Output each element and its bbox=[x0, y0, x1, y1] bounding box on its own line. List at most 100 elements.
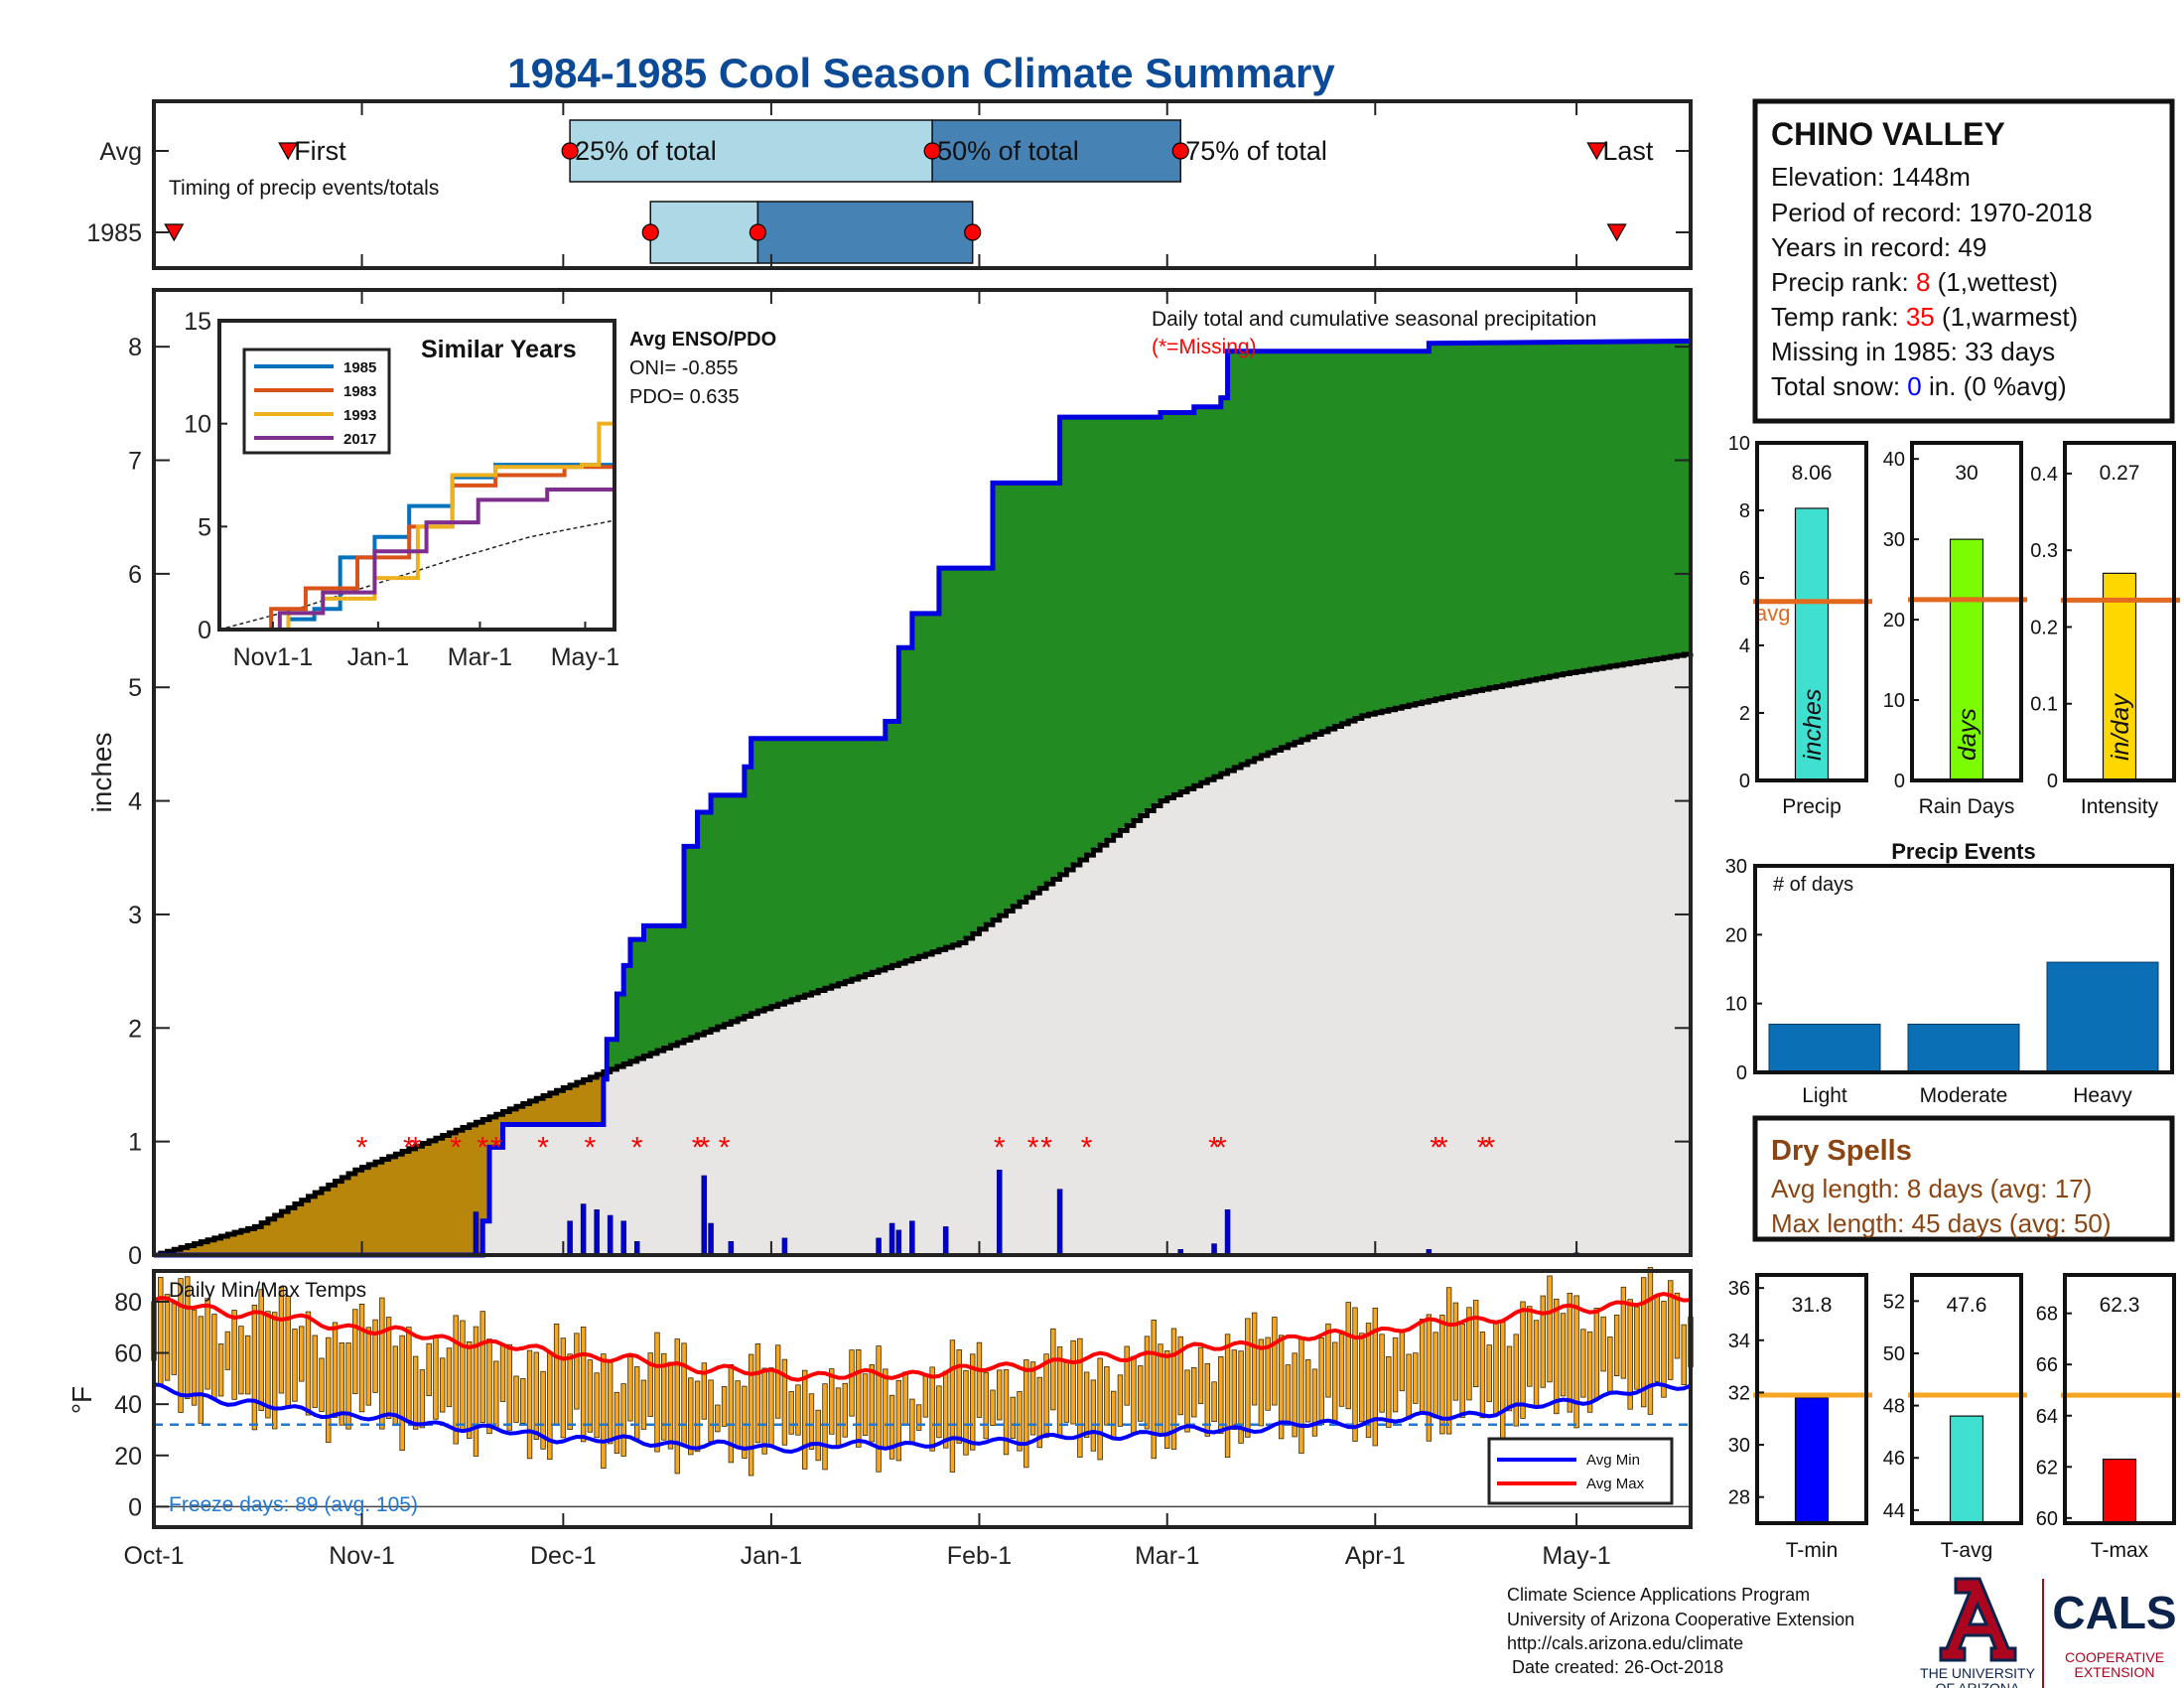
station-info-box: CHINO VALLEY Elevation: 1448m Period of … bbox=[1752, 98, 2175, 424]
mini-chart-t-avg: 47.6 44 46 48 50 52 T-avg bbox=[1883, 1273, 2027, 1562]
event-bar-moderate bbox=[1907, 1023, 2020, 1073]
events-ylabel: # of days bbox=[1773, 874, 1853, 896]
cals-wordmark: CALS bbox=[2052, 1587, 2176, 1638]
daily-temp-bar bbox=[1285, 1364, 1292, 1423]
mini-chart-t-min: 31.8 28 30 32 34 36 T-min bbox=[1728, 1273, 1872, 1562]
daily-temp-bar bbox=[185, 1276, 191, 1399]
timing-subtitle: Timing of precip events/totals bbox=[169, 177, 439, 200]
mini-ytick-label: 0.1 bbox=[2030, 694, 2058, 716]
daily-temp-bar bbox=[1278, 1335, 1285, 1440]
daily-temp-bar bbox=[936, 1385, 942, 1439]
daily-temp-bar bbox=[1399, 1329, 1406, 1392]
daily-temp-bar bbox=[1117, 1374, 1124, 1427]
daily-temp-bar bbox=[1459, 1324, 1465, 1418]
temps-ytick-label: 0 bbox=[128, 1493, 142, 1521]
mini-value-label: 47.6 bbox=[1947, 1294, 1987, 1317]
daily-temp-bar bbox=[1567, 1293, 1573, 1413]
daily-temp-bar bbox=[997, 1369, 1003, 1421]
mini-ytick-label: 30 bbox=[1883, 529, 1905, 551]
daily-temp-bar bbox=[1634, 1306, 1640, 1390]
daily-temp-bar bbox=[580, 1327, 587, 1443]
daily-temp-bar bbox=[1620, 1286, 1627, 1379]
figure-title: 1984-1985 Cool Season Climate Summary bbox=[507, 50, 1335, 96]
temp-rank-suffix: (1,warmest) bbox=[1935, 302, 2078, 332]
events-ytick-label: 10 bbox=[1725, 994, 1747, 1016]
daily-temp-bar bbox=[224, 1331, 231, 1370]
enso-title: Avg ENSO/PDO bbox=[629, 329, 776, 351]
daily-temp-bar bbox=[1379, 1334, 1385, 1413]
mini-ytick-label: 52 bbox=[1883, 1291, 1905, 1313]
daily-temp-bar bbox=[1647, 1267, 1654, 1415]
daily-temp-bar bbox=[1573, 1295, 1579, 1429]
daily-temp-bar bbox=[835, 1387, 842, 1449]
daily-temp-bar bbox=[513, 1375, 519, 1423]
daily-temp-bar bbox=[1144, 1336, 1151, 1430]
daily-temp-bar bbox=[754, 1343, 761, 1444]
temps-title: Daily Min/Max Temps bbox=[169, 1279, 366, 1302]
mini-ytick-label: 44 bbox=[1883, 1500, 1905, 1522]
timing-panel: Avg 1985 Timing of precip events/totals … bbox=[86, 99, 1693, 270]
daily-temp-bar bbox=[742, 1385, 748, 1459]
credit-line-1: Climate Science Applications Program bbox=[1507, 1585, 1810, 1605]
daily-temp-bar bbox=[667, 1361, 674, 1450]
daily-temp-bar bbox=[1547, 1275, 1553, 1383]
daily-temp-bar bbox=[627, 1356, 633, 1422]
inset-xtick-label: Jan-1 bbox=[347, 643, 410, 671]
temps-ytick-label: 20 bbox=[114, 1443, 142, 1471]
daily-temp-bar bbox=[647, 1352, 653, 1417]
daily-temp-bar bbox=[1097, 1357, 1103, 1461]
daily-precip-bar bbox=[607, 1214, 614, 1256]
daily-temp-bar bbox=[942, 1370, 949, 1449]
daily-temp-bar bbox=[1433, 1332, 1438, 1419]
y1985-p75-marker bbox=[964, 223, 982, 241]
timing-panel-frame bbox=[152, 99, 1693, 270]
daily-temp-bar bbox=[352, 1309, 358, 1395]
mini-bar-unit: inches bbox=[1799, 689, 1827, 761]
events-ytick-label: 30 bbox=[1725, 856, 1747, 878]
ua-line-2: OF ARIZONA bbox=[1936, 1680, 2020, 1688]
missing-day-star: * bbox=[631, 1132, 643, 1165]
daily-temp-bar bbox=[842, 1382, 848, 1438]
mini-chart-intensity: in/day 0.27 0 0.1 0.2 0.3 0.4 Intensity bbox=[2030, 441, 2180, 818]
daily-temp-bar bbox=[1586, 1331, 1593, 1413]
temp-rank-prefix: Temp rank: bbox=[1771, 302, 1906, 332]
timing-last-label: Last bbox=[1602, 136, 1654, 166]
daily-temp-bar bbox=[748, 1353, 754, 1477]
daily-temp-bar bbox=[1258, 1338, 1265, 1427]
daily-temp-bar bbox=[191, 1309, 198, 1406]
daily-temp-bar bbox=[533, 1351, 540, 1441]
cumulative-1985-line bbox=[154, 338, 1692, 1258]
event-bar-light bbox=[1768, 1023, 1881, 1073]
daily-temp-bar bbox=[312, 1335, 318, 1408]
daily-temp-bar bbox=[829, 1368, 835, 1435]
daily-precip-bar bbox=[580, 1203, 587, 1256]
daily-temp-bar bbox=[1580, 1329, 1586, 1398]
daily-temp-bar bbox=[332, 1322, 339, 1418]
events-ytick-label: 20 bbox=[1725, 924, 1747, 946]
mini-value-label: 8.06 bbox=[1792, 462, 1833, 485]
daily-temp-bar bbox=[1104, 1365, 1110, 1426]
daily-temp-bar bbox=[479, 1311, 485, 1424]
daily-temp-bar bbox=[640, 1379, 647, 1430]
credit-line-4: Date created: 26-Oct-2018 bbox=[1507, 1657, 1723, 1677]
main-ytick-label: 1 bbox=[128, 1129, 142, 1157]
legend-avg-min-label: Avg Min bbox=[1586, 1452, 1640, 1469]
legend-label-2017: 2017 bbox=[343, 431, 376, 448]
x-axis-label: Mar-1 bbox=[1135, 1542, 1199, 1570]
daily-temp-bar bbox=[1479, 1332, 1486, 1419]
station-period: Period of record: 1970-2018 bbox=[1771, 198, 2093, 227]
daily-temp-bar bbox=[526, 1349, 533, 1460]
mini-ytick-label: 0.2 bbox=[2030, 617, 2058, 638]
daily-temp-bar bbox=[244, 1335, 251, 1395]
daily-temp-bar bbox=[1017, 1391, 1023, 1452]
daily-temp-bar bbox=[1600, 1316, 1606, 1372]
mini-temp-charts: 31.8 28 30 32 34 36 T-min 47.6 44 46 48 50 52 T-avg 62… bbox=[1728, 1273, 2180, 1562]
daily-temp-bar bbox=[1024, 1359, 1029, 1469]
daily-temp-bar bbox=[735, 1380, 741, 1449]
timing-p25-label: 25% of total bbox=[575, 136, 717, 166]
daily-temp-bar bbox=[493, 1360, 499, 1429]
missing-day-star: * bbox=[477, 1132, 488, 1165]
missing-day-star: * bbox=[1040, 1132, 1052, 1165]
daily-temp-bar bbox=[506, 1343, 512, 1431]
daily-temp-bar bbox=[922, 1373, 929, 1418]
